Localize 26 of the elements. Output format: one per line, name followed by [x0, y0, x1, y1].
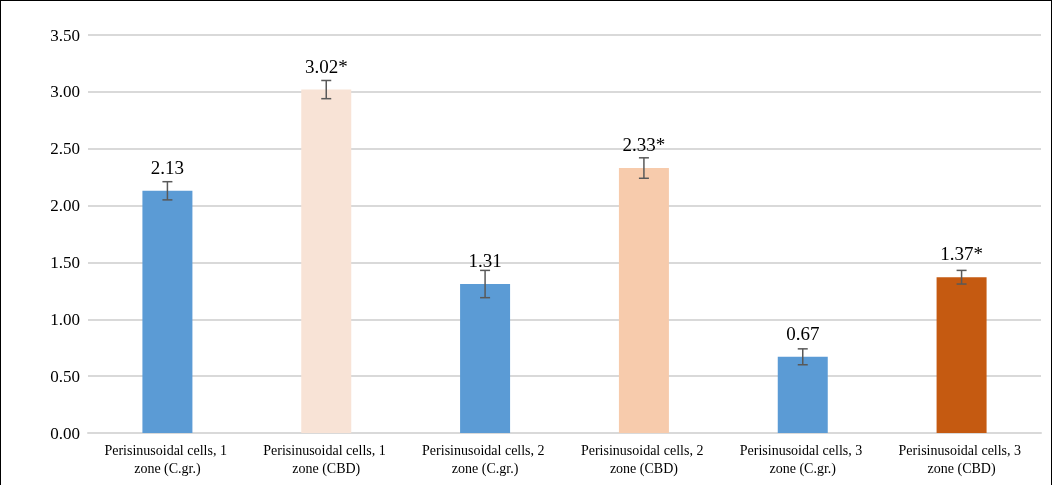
y-tick-label: 2.50	[50, 139, 80, 159]
x-tick-label: Perisinusoidal cells, 2 zone (C.gr.)	[422, 442, 549, 477]
y-tick-label: 1.50	[50, 252, 80, 272]
data-label: 3.02*	[304, 55, 348, 77]
data-label: 2.33*	[622, 134, 666, 156]
bar	[460, 284, 511, 433]
bar	[618, 168, 669, 433]
bar	[936, 277, 987, 433]
x-tick-label: Perisinusoidal cells, 3 zone (C.gr.)	[739, 442, 866, 477]
y-tick-label: 3.50	[50, 25, 80, 45]
y-tick-label: 3.00	[50, 82, 80, 102]
bar	[301, 89, 352, 433]
y-tick-label: 1.00	[50, 309, 80, 329]
y-tick-label: 0.00	[50, 423, 80, 443]
data-label: 0.67	[786, 322, 820, 344]
data-label: 1.37*	[940, 243, 983, 265]
data-label: 1.31	[468, 250, 502, 272]
x-tick-label: Perisinusoidal cells, 3 zone (CBD)	[898, 442, 1025, 477]
x-tick-label: Perisinusoidal cells, 1 zone (C.gr.)	[104, 442, 231, 477]
data-label: 2.13	[150, 156, 185, 178]
bar	[142, 190, 193, 433]
y-tick-label: 0.50	[50, 366, 80, 386]
x-tick-label: Perisinusoidal cells, 2 zone (CBD)	[580, 442, 707, 477]
y-tick-label: 2.00	[50, 196, 80, 216]
x-tick-label: Perisinusoidal cells, 1 zone (CBD)	[263, 442, 390, 477]
bar	[777, 356, 828, 433]
